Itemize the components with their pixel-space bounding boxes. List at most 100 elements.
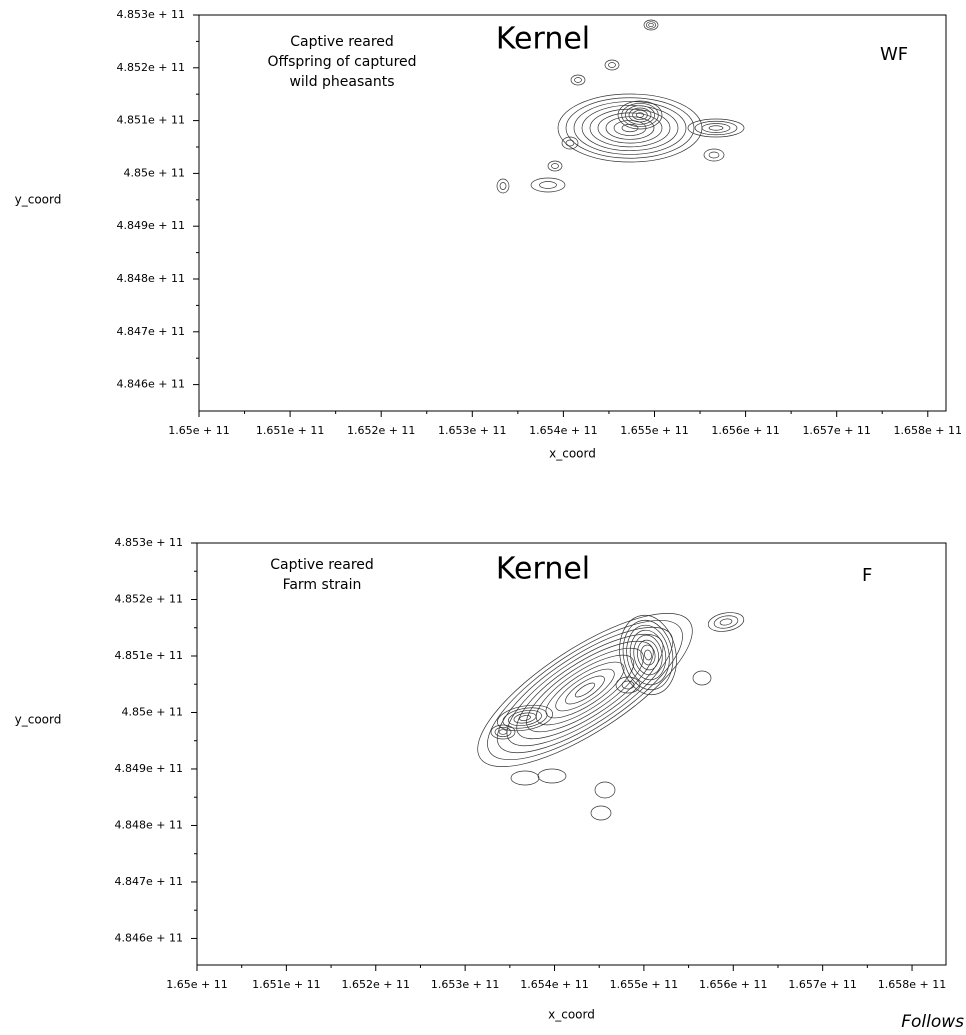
x-tick-label: 1.656e + 11 (711, 424, 779, 437)
y-tick-label: 4.851e + 11 (115, 649, 183, 662)
contour-line (624, 105, 656, 125)
annotation: Captive reared (270, 557, 374, 573)
contour-line (615, 676, 641, 694)
annotation: wild pheasants (289, 74, 394, 90)
footer: Follows (901, 1012, 964, 1032)
annotation: Offspring of captured (267, 54, 416, 70)
x-tick-label: 1.657e + 11 (788, 978, 856, 991)
y-tick-label: 4.849e + 11 (115, 762, 183, 775)
contour-line (573, 101, 687, 155)
contour-line (590, 805, 612, 821)
y-tick-label: 4.853e + 11 (115, 536, 183, 549)
x-tick-label: 1.657e + 11 (802, 424, 870, 437)
x-tick-label: 1.65e + 11 (166, 978, 227, 991)
x-tick-label: 1.654e + 11 (520, 978, 588, 991)
contour-line (490, 724, 516, 740)
x-axis-label: x_coord (548, 1008, 595, 1022)
contour-line (530, 177, 566, 193)
x-tick-label: 1.654e + 11 (529, 424, 597, 437)
x-tick-label: 1.653e + 11 (431, 978, 499, 991)
contour-line (645, 21, 657, 29)
contour-line (502, 707, 548, 729)
contour-line (487, 619, 683, 761)
chart-title: Kernel (496, 552, 590, 587)
contour-line (644, 649, 652, 661)
contour-line (703, 148, 725, 162)
contour-line (636, 639, 660, 671)
contour-line (496, 178, 510, 194)
contour-line (633, 634, 663, 676)
contour-line (617, 100, 663, 130)
x-axis-label: x_coord (549, 447, 596, 461)
contour-line (613, 120, 647, 136)
contour-line (594, 781, 616, 799)
contour-line (510, 770, 540, 786)
contour-line (621, 102, 659, 128)
contour-line (626, 624, 670, 686)
contour-line (694, 120, 738, 136)
x-tick-label: 1.65e + 11 (168, 424, 229, 437)
y-tick-label: 4.85e + 11 (124, 166, 185, 179)
y-tick-label: 4.853e + 11 (117, 8, 185, 21)
x-tick-label: 1.655e + 11 (620, 424, 688, 437)
contour-line (496, 626, 674, 754)
annotation: Captive reared (290, 34, 394, 50)
contour-line (516, 640, 654, 740)
plot-frame (196, 542, 947, 966)
contour-line (477, 612, 693, 768)
contour-line (561, 136, 579, 150)
plot-frame (198, 14, 947, 412)
group-tag: WF (880, 44, 908, 65)
contour-line (508, 709, 542, 727)
contour-line (719, 618, 733, 626)
contour-line (535, 654, 635, 726)
contour-line (619, 614, 677, 696)
y-tick-label: 4.85e + 11 (122, 705, 183, 718)
chart-title: Kernel (496, 22, 590, 57)
contour-line (713, 615, 739, 629)
contour-line (570, 74, 586, 86)
y-axis-label: y_coord (15, 193, 62, 207)
x-tick-label: 1.656e + 11 (699, 978, 767, 991)
contour-line (640, 644, 656, 666)
contour-line (519, 715, 531, 721)
x-tick-label: 1.651e + 11 (252, 978, 320, 991)
y-tick-label: 4.848e + 11 (115, 818, 183, 831)
contour-line (621, 123, 639, 133)
contour-line (589, 108, 671, 148)
contour-line (605, 116, 655, 140)
contour-line (565, 675, 605, 705)
contour-line (555, 668, 615, 712)
contour-line (701, 123, 731, 133)
contour-line (707, 612, 745, 632)
contour-line (565, 139, 575, 147)
contour-line (557, 93, 703, 163)
contour-line (539, 181, 557, 189)
y-tick-label: 4.848e + 11 (117, 272, 185, 285)
x-tick-label: 1.655e + 11 (610, 978, 678, 991)
contour-line (622, 619, 674, 691)
contour-line (628, 107, 652, 123)
contour-line (629, 629, 667, 681)
contour-line (537, 768, 567, 784)
contour-line (643, 19, 659, 31)
contour-line (632, 109, 648, 121)
contour-line (565, 97, 695, 159)
y-tick-label: 4.852e + 11 (115, 592, 183, 605)
contour-line (551, 163, 559, 169)
x-tick-label: 1.651e + 11 (256, 424, 324, 437)
x-tick-label: 1.652e + 11 (347, 424, 415, 437)
y-tick-label: 4.847e + 11 (115, 875, 183, 888)
contour-line (494, 726, 512, 738)
y-axis-label: y_coord (15, 713, 62, 727)
group-tag: F (862, 565, 872, 586)
contour-line (621, 680, 635, 690)
contour-line (547, 160, 563, 172)
contour-line (635, 112, 645, 118)
x-tick-label: 1.658e + 11 (878, 978, 946, 991)
contour-line (648, 22, 654, 28)
x-tick-label: 1.653e + 11 (438, 424, 506, 437)
contour-line (513, 712, 537, 724)
x-tick-label: 1.652e + 11 (342, 978, 410, 991)
